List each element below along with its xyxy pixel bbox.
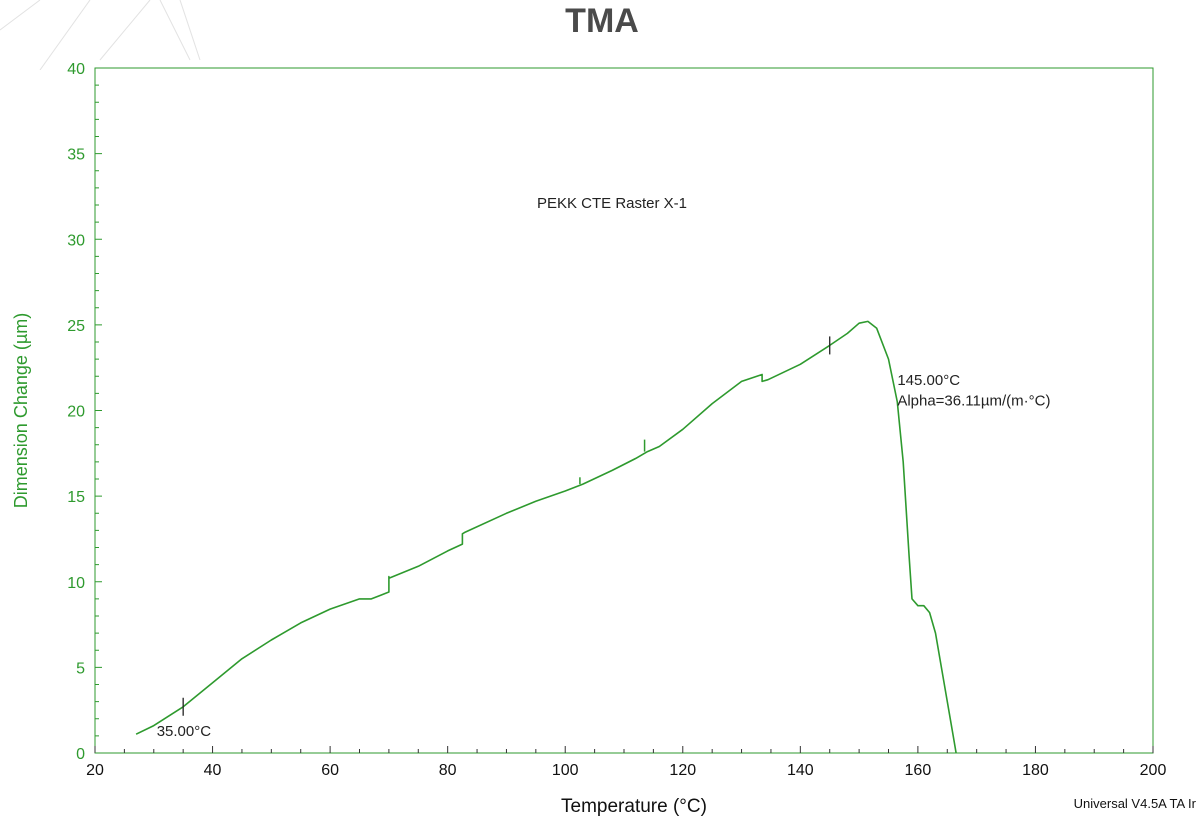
annotation-label: 35.00°C bbox=[157, 723, 212, 740]
y-tick-label: 35 bbox=[67, 147, 85, 164]
y-tick-label: 40 bbox=[67, 61, 85, 78]
y-tick-label: 15 bbox=[67, 489, 85, 506]
x-tick-label: 180 bbox=[1022, 762, 1049, 779]
decorative-lines bbox=[0, 0, 201, 70]
y-tick-label: 30 bbox=[67, 232, 85, 249]
y-tick-label: 5 bbox=[76, 660, 85, 677]
x-tick-label: 40 bbox=[204, 762, 222, 779]
plot-frame bbox=[94, 67, 1154, 754]
y-axis-label: Dimension Change (µm) bbox=[11, 313, 31, 508]
annotation-label: 145.00°C bbox=[897, 372, 960, 389]
annotation-label: Alpha=36.11µm/(m·°C) bbox=[897, 392, 1050, 409]
x-tick-label: 100 bbox=[552, 762, 579, 779]
x-tick-label: 60 bbox=[321, 762, 339, 779]
x-tick-label: 140 bbox=[787, 762, 814, 779]
page-title: TMA bbox=[565, 2, 639, 40]
x-tick-label: 80 bbox=[439, 762, 457, 779]
x-tick-label: 20 bbox=[86, 762, 104, 779]
y-tick-label: 25 bbox=[67, 318, 85, 335]
x-tick-label: 120 bbox=[669, 762, 696, 779]
x-tick-label: 200 bbox=[1140, 762, 1167, 779]
y-tick-label: 10 bbox=[67, 575, 85, 592]
software-footer: Universal V4.5A TA Ir bbox=[1074, 796, 1197, 811]
y-tick-label: 0 bbox=[76, 746, 85, 763]
chart-subtitle: PEKK CTE Raster X-1 bbox=[537, 195, 687, 212]
x-tick-label: 160 bbox=[905, 762, 932, 779]
data-series-line bbox=[135, 320, 957, 754]
x-axis-label: Temperature (°C) bbox=[561, 796, 707, 817]
y-tick-label: 20 bbox=[67, 404, 85, 421]
